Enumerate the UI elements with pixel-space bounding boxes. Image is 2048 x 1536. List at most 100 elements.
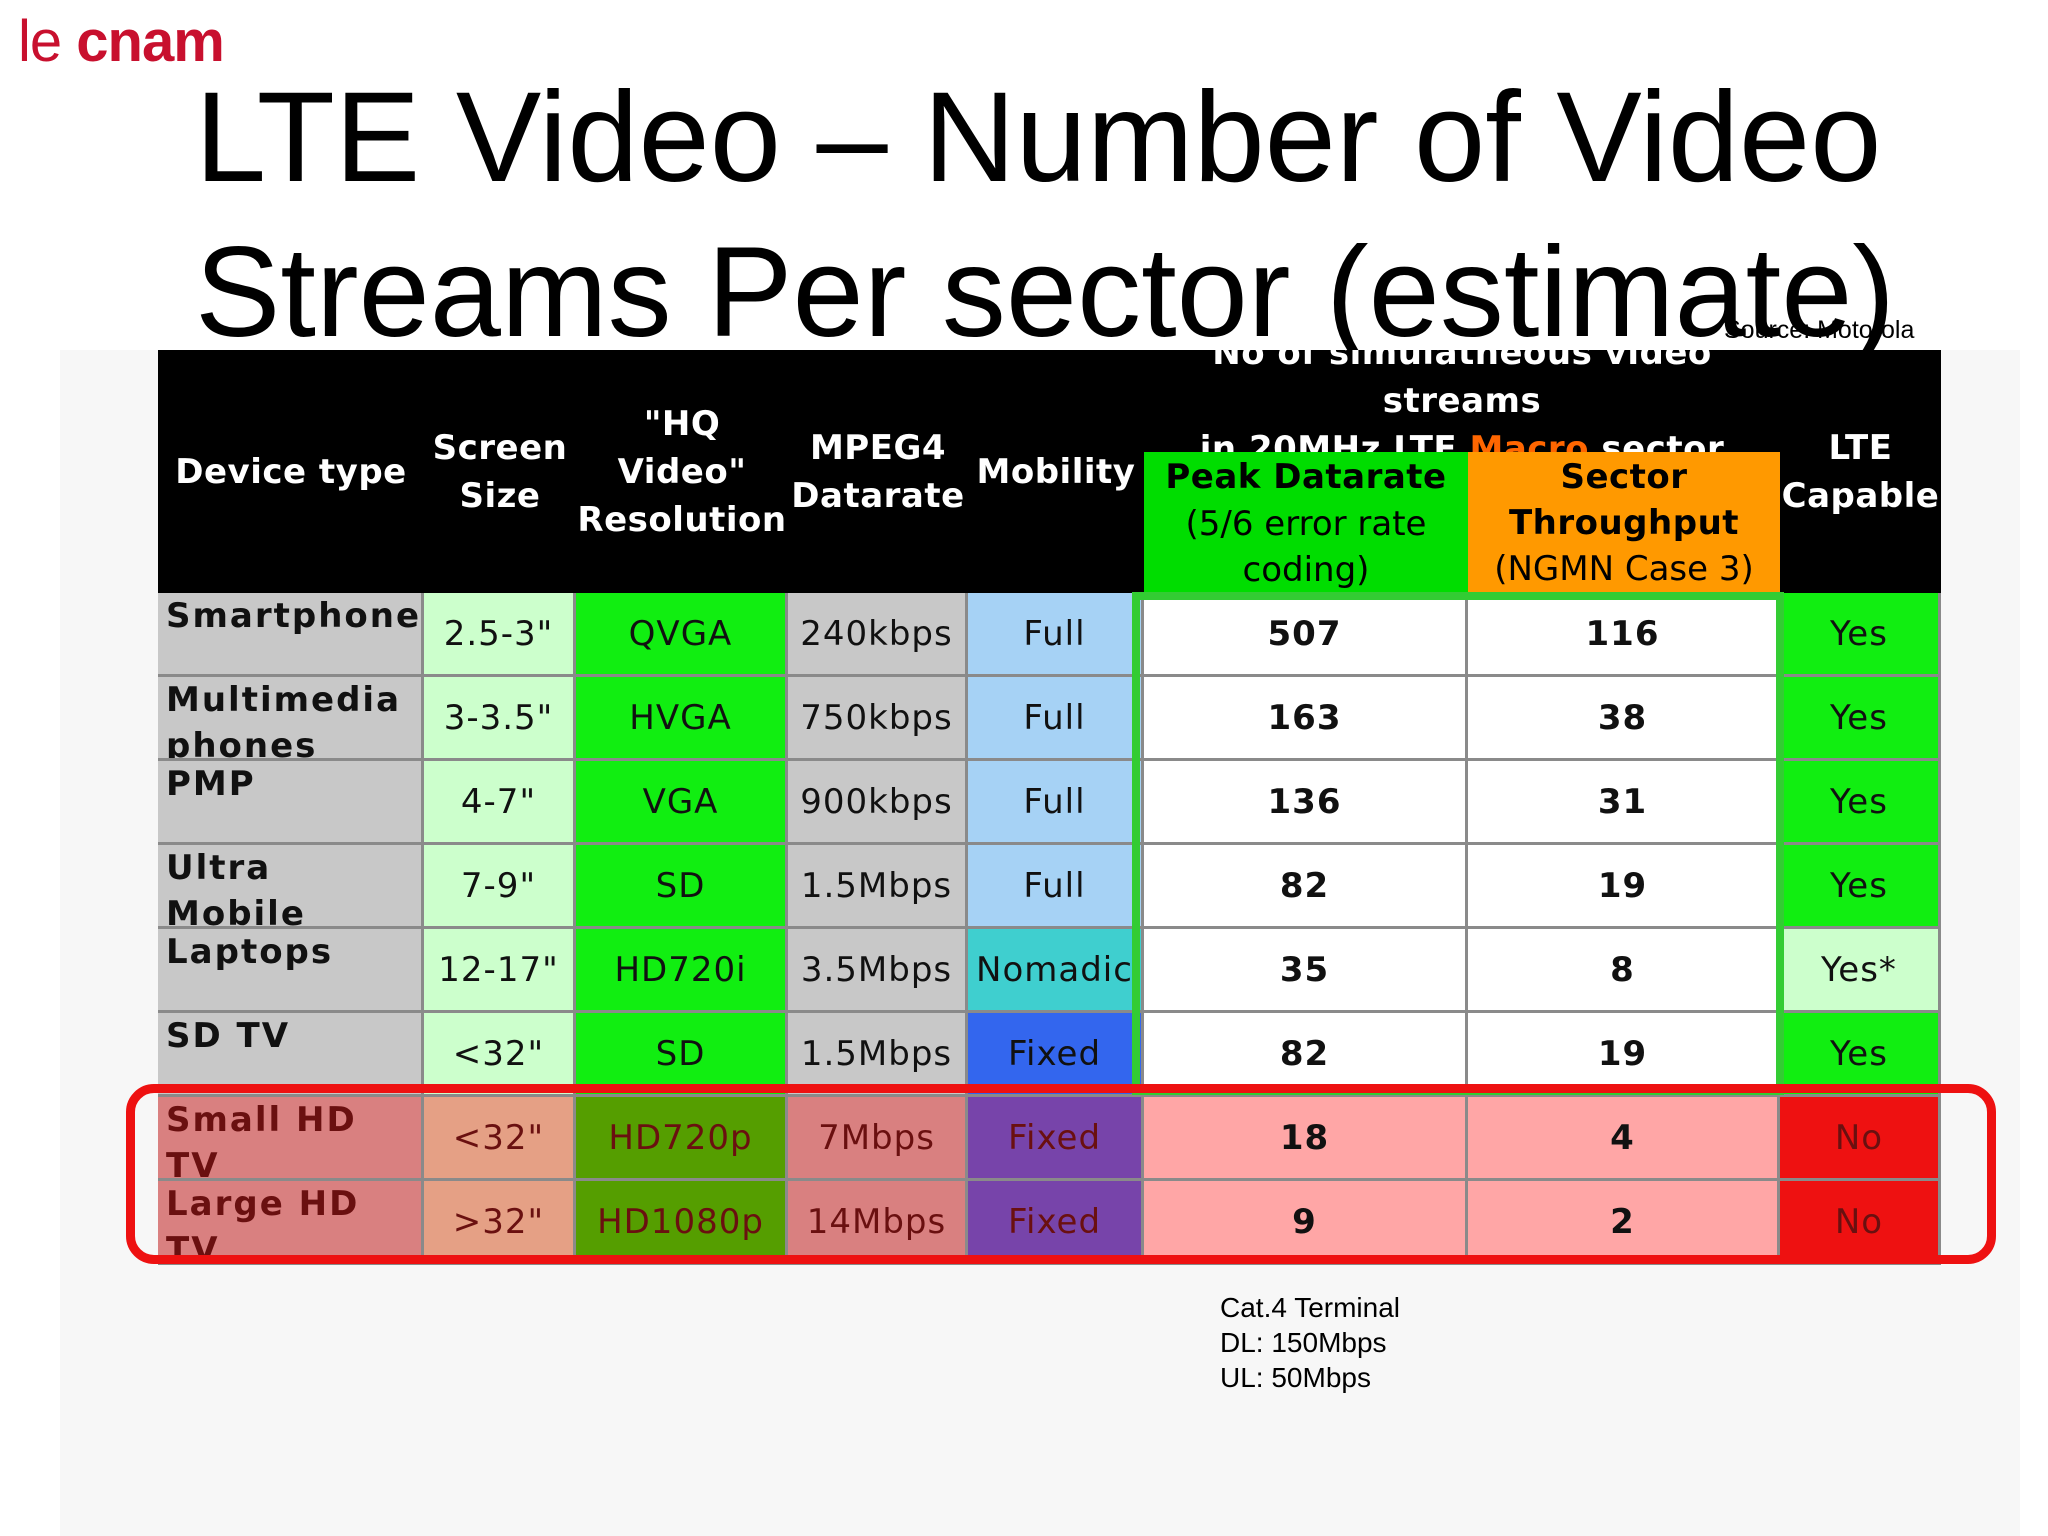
header-peak-sub-2: coding) <box>1242 549 1370 590</box>
cell-peak: 136 <box>1144 761 1468 845</box>
cell-mobility: Fixed <box>968 1097 1144 1181</box>
header-resolution-line-3: Resolution <box>577 499 787 540</box>
cell-peak: 163 <box>1144 677 1468 761</box>
header-resolution-line-2: Video" <box>617 451 747 492</box>
cell-screen: 12-17" <box>424 929 576 1013</box>
cell-datarate: 14Mbps <box>788 1181 968 1265</box>
header-peak-title: Peak Datarate <box>1165 456 1447 497</box>
cell-screen: >32" <box>424 1181 576 1265</box>
header-group-middle: in 20MHz LTE <box>1199 429 1470 452</box>
logo-part-le: le <box>18 9 77 74</box>
title-line-2: Streams Per sector (estimate) <box>195 221 1895 364</box>
header-resolution: "HQ Video" Resolution <box>576 350 788 593</box>
device-name-line: Smartphones <box>166 596 424 636</box>
cell-device: Multimedia phones <box>158 677 424 761</box>
cell-mobility: Full <box>968 593 1144 677</box>
cnam-logo: le cnam <box>18 8 225 75</box>
cell-datarate: 900kbps <box>788 761 968 845</box>
header-resolution-line-1: "HQ <box>643 403 721 444</box>
header-group-line-1: No of simulatneous video streams <box>1212 350 1712 421</box>
cell-device: Ultra MobilePC <box>158 845 424 929</box>
cell-screen: <32" <box>424 1097 576 1181</box>
cell-resolution: HVGA <box>576 677 788 761</box>
cell-datarate: 3.5Mbps <box>788 929 968 1013</box>
cell-screen: <32" <box>424 1013 576 1097</box>
cell-datarate: 1.5Mbps <box>788 845 968 929</box>
device-name-line: Large HD TV <box>166 1184 360 1265</box>
title-line-1: LTE Video – Number of Video <box>195 66 1882 209</box>
header-group-suffix: sector <box>1589 429 1725 452</box>
terminal-note-line-3: UL: 50Mbps <box>1220 1362 1371 1393</box>
cell-sector: 4 <box>1468 1097 1780 1181</box>
cell-sector: 116 <box>1468 593 1780 677</box>
cell-device: Small HD TV <box>158 1097 424 1181</box>
header-mobility: Mobility <box>976 451 1136 492</box>
header-group-macro: Macro <box>1469 429 1590 452</box>
header-sector-title-1: Sector <box>1560 456 1688 497</box>
header-group-line-2: in 20MHz LTE Macro sector <box>1200 425 1724 452</box>
device-name-line: PMP <box>166 764 256 804</box>
cell-peak: 18 <box>1144 1097 1468 1181</box>
cell-lte: Yes* <box>1780 929 1941 1013</box>
header-sector-sub: (NGMN Case 3) <box>1494 548 1754 589</box>
cell-lte: Yes <box>1780 1013 1941 1097</box>
cell-device: SD TV <box>158 1013 424 1097</box>
header-peak-sub-1: (5/6 error rate <box>1185 503 1427 544</box>
cell-mobility: Fixed <box>968 1013 1144 1097</box>
cell-datarate: 1.5Mbps <box>788 1013 968 1097</box>
device-name-line: phones <box>166 726 318 761</box>
cell-sector: 8 <box>1468 929 1780 1013</box>
cell-datarate: 240kbps <box>788 593 968 677</box>
header-screen-size: Screen Size <box>424 350 576 593</box>
cell-peak: 82 <box>1144 845 1468 929</box>
cell-screen: 2.5-3" <box>424 593 576 677</box>
cell-sector: 31 <box>1468 761 1780 845</box>
cell-lte: Yes <box>1780 845 1941 929</box>
cell-datarate: 750kbps <box>788 677 968 761</box>
cell-device: PMP <box>158 761 424 845</box>
cell-screen: 4-7" <box>424 761 576 845</box>
cell-datarate: 7Mbps <box>788 1097 968 1181</box>
cell-peak: 9 <box>1144 1181 1468 1265</box>
cell-sector: 19 <box>1468 845 1780 929</box>
cell-lte: Yes <box>1780 677 1941 761</box>
cell-sector: 19 <box>1468 1013 1780 1097</box>
header-lte-line-2: Capable <box>1781 475 1940 516</box>
terminal-note-line-2: DL: 150Mbps <box>1220 1327 1387 1358</box>
header-streams-group: No of simulatneous video streams in 20MH… <box>1144 350 1780 452</box>
terminal-note-line-1: Cat.4 Terminal <box>1220 1292 1401 1323</box>
cell-peak: 507 <box>1144 593 1468 677</box>
cell-resolution: HD720p <box>576 1097 788 1181</box>
cell-mobility: Full <box>968 845 1144 929</box>
cell-resolution: HD1080p <box>576 1181 788 1265</box>
header-lte-capable: LTE Capable <box>1780 350 1941 593</box>
header-screen-line-1: Screen <box>432 427 568 468</box>
cell-resolution: VGA <box>576 761 788 845</box>
device-name-line: Laptops <box>166 932 334 972</box>
cell-device: Large HD TVProjectors <box>158 1181 424 1265</box>
cell-sector: 38 <box>1468 677 1780 761</box>
video-streams-table: Device type Screen Size "HQ Video" Resol… <box>158 350 1941 1265</box>
cell-peak: 35 <box>1144 929 1468 1013</box>
cell-resolution: SD <box>576 845 788 929</box>
header-datarate-line-2: Datarate <box>791 475 965 516</box>
device-name-line: Ultra Mobile <box>166 848 306 929</box>
cell-resolution: QVGA <box>576 593 788 677</box>
header-peak-datarate: Peak Datarate (5/6 error rate coding) <box>1144 452 1468 593</box>
cell-mobility: Full <box>968 677 1144 761</box>
cell-screen: 7-9" <box>424 845 576 929</box>
cell-peak: 82 <box>1144 1013 1468 1097</box>
header-datarate: MPEG4 Datarate <box>788 350 968 593</box>
header-lte-line-1: LTE <box>1828 427 1893 468</box>
header-device-type: Device type <box>175 451 407 492</box>
source-note: Source: Motorola <box>1724 316 1915 344</box>
cell-resolution: HD720i <box>576 929 788 1013</box>
logo-part-cnam: cnam <box>76 9 225 74</box>
cell-lte: Yes <box>1780 593 1941 677</box>
cell-mobility: Nomadic <box>968 929 1144 1013</box>
header-datarate-line-1: MPEG4 <box>809 427 947 468</box>
terminal-note: Cat.4 Terminal DL: 150Mbps UL: 50Mbps <box>1220 1290 1400 1395</box>
cell-mobility: Full <box>968 761 1144 845</box>
device-name-line: Small HD TV <box>166 1100 357 1181</box>
cell-screen: 3-3.5" <box>424 677 576 761</box>
